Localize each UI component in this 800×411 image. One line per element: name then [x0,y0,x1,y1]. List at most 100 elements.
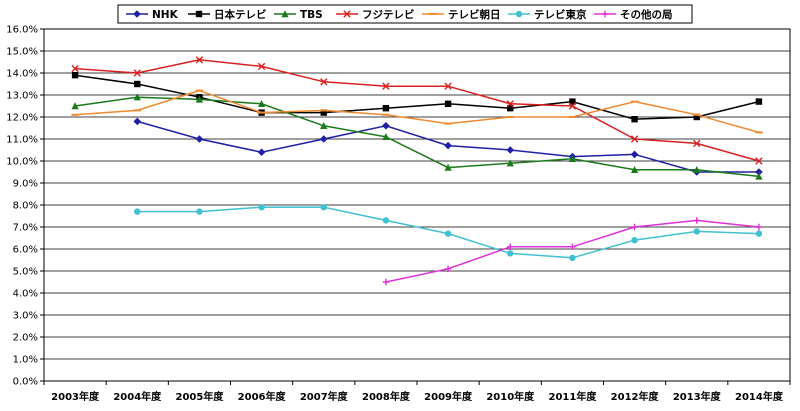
data-point [506,146,515,154]
y-tick-label: 0.0% [13,377,38,388]
data-point [133,69,141,77]
y-tick-label: 10.0% [6,157,38,168]
data-point [382,82,390,90]
data-point [507,250,514,257]
data-point [444,163,452,171]
data-point [630,135,639,143]
x-tick-label: 2013年度 [673,390,722,403]
data-point [568,155,577,162]
data-point [755,230,763,237]
data-point [71,72,79,79]
x-tick-label: 2014年度 [735,390,784,403]
y-tick-label: 3.0% [13,311,38,322]
data-point [444,230,452,237]
legend-marker [515,10,523,18]
y-tick-label: 1.0% [13,355,38,366]
y-tick-label: 11.0% [6,135,38,146]
x-tick-label: 2012年度 [611,390,660,403]
x-axis-tick-labels: 2003年度 2004年度 2005年度 2006年度 2007年度 2008年度 2009… [43,381,791,403]
x-tick-label: 2006年度 [238,390,287,403]
data-point [444,82,452,90]
y-axis-tick-labels: 0.0% 1.0% 2.0% 3.0% 4.0% 5.0% 6.0% 7.0% 8.0% 9.0%… [6,25,38,388]
data-point [693,113,700,121]
data-point [71,102,79,110]
series-line [75,89,760,134]
data-point [507,243,514,250]
data-point [257,148,266,156]
data-point [755,223,763,231]
y-tick-label: 16.0% [6,25,38,36]
y-tick-label: 5.0% [13,267,38,278]
data-point [71,64,79,73]
data-point [693,139,701,148]
legend-item: テレビ朝日 [422,8,501,21]
series-5 [71,89,763,134]
data-point [258,204,265,211]
series-4 [71,56,763,165]
data-point [630,166,639,173]
x-tick-label: 2004年度 [113,390,162,403]
series-line [74,74,760,120]
legend-label: TBS [300,9,323,21]
data-point [320,78,328,86]
data-point [382,133,390,140]
data-point [196,208,203,215]
legend-marker [281,10,289,18]
data-point [444,265,452,272]
y-tick-label: 12.0% [6,113,38,124]
legend-label: テレビ朝日 [448,8,501,21]
y-tick-label: 6.0% [13,245,38,256]
data-point [444,141,452,150]
data-point [195,135,204,143]
y-tick-label: 7.0% [13,223,38,234]
data-point [320,122,328,129]
legend-item: TBS [274,9,323,21]
data-point [134,208,141,215]
y-tick-label: 15.0% [6,47,38,58]
legend-item: テレビ東京 [508,8,587,21]
data-point [320,109,327,116]
legend-marker [133,10,141,18]
data-point [507,105,514,112]
data-point [755,172,763,180]
legend: NHK 日本テレビ TBS フジテレビ テレビ朝日 テレビ東京 その他の局 [117,4,693,24]
x-tick-label: 2003年度 [51,390,100,403]
data-point [133,117,142,126]
legend-marker [195,10,203,18]
data-point [382,278,390,286]
data-point [631,237,638,244]
data-point [319,135,328,143]
data-point [506,159,514,167]
data-point [569,243,576,250]
legend-box [117,4,693,24]
data-point [506,100,514,108]
data-point [569,98,576,105]
x-tick-label: 2010年度 [486,390,535,403]
data-point [257,100,266,107]
x-tick-label: 2011年度 [548,390,597,403]
x-tick-label: 2009年度 [424,390,473,403]
y-tick-label: 13.0% [6,91,38,102]
data-point [195,56,204,64]
data-point [569,254,576,261]
legend-label: NHK [152,9,179,21]
data-point [755,157,763,165]
legend-item: その他の局 [594,8,673,21]
data-point [444,100,452,107]
y-tick-label: 2.0% [13,333,38,344]
data-point [382,105,390,112]
gridlines [40,28,790,382]
x-tick-label: 2005年度 [175,390,224,403]
data-point [631,223,638,231]
series-line [74,96,759,178]
series-7 [382,217,763,286]
data-point [195,95,204,103]
data-point [320,204,327,211]
legend-item: フジテレビ [336,8,415,21]
x-tick-label: 2007年度 [300,390,349,403]
data-point [693,166,701,173]
data-point [382,122,390,130]
data-point [630,150,639,159]
